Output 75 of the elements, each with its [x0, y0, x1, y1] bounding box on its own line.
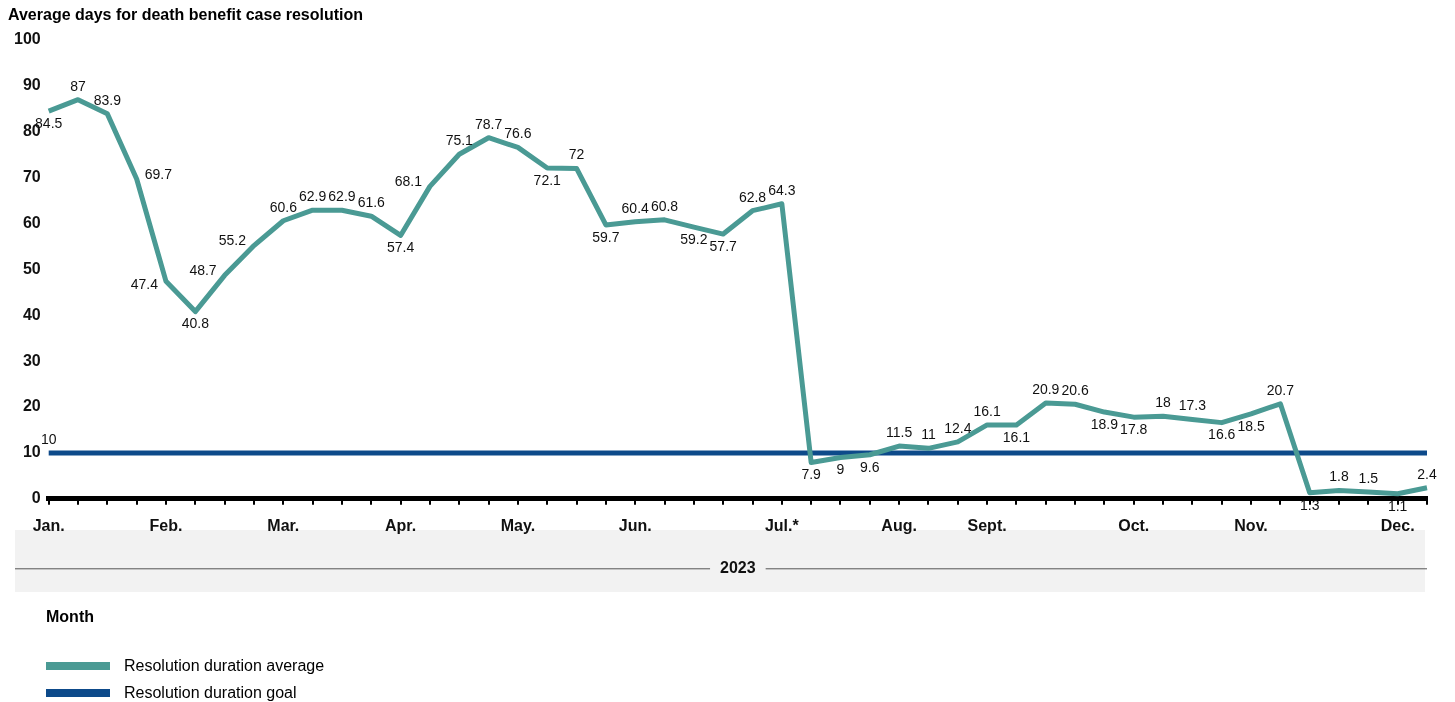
x-tick-label: Jan.	[32, 516, 65, 534]
data-label: 75.1	[445, 132, 474, 149]
data-label: 7.9	[801, 466, 822, 483]
x-tick-label: Jul.*	[764, 516, 800, 534]
data-label: 18	[1155, 394, 1172, 411]
data-label: 1.3	[1299, 496, 1320, 513]
x-tick-label: Sept.	[967, 516, 1007, 534]
data-label: 18.5	[1237, 417, 1265, 434]
data-label: 59.7	[592, 228, 620, 245]
data-label: 87	[70, 77, 87, 94]
x-tick-label: Dec.	[1380, 516, 1415, 534]
data-label: 57.4	[386, 239, 415, 256]
data-label: 60.8	[650, 197, 679, 214]
data-label: 47.4	[130, 276, 159, 293]
y-tick-label: 20	[22, 397, 41, 415]
text: 2023	[720, 559, 756, 577]
data-label: 20.9	[1032, 380, 1060, 397]
data-label: 9.6	[860, 458, 880, 475]
legend-label: Resolution duration goal	[124, 683, 297, 702]
y-tick-label: 100	[13, 30, 41, 48]
data-label: 59.2	[680, 231, 708, 248]
y-tick-label: 10	[22, 443, 41, 461]
data-label: 76.6	[504, 125, 532, 142]
data-label: 55.2	[218, 232, 247, 249]
y-tick-label: 50	[22, 259, 41, 277]
data-label: 60.6	[269, 198, 298, 215]
legend-label: Resolution duration average	[124, 656, 325, 675]
data-label: 20.6	[1061, 382, 1089, 399]
data-label: 40.8	[181, 315, 210, 332]
data-label: 62.8	[738, 188, 767, 205]
x-tick-label: Nov.	[1234, 516, 1268, 534]
data-label: 64.3	[768, 181, 796, 198]
x-tick-label: Mar.	[267, 516, 300, 534]
data-label: 62.9	[299, 188, 327, 205]
x-tick-label: Aug.	[881, 516, 917, 534]
x-tick-label: Feb.	[149, 516, 183, 534]
x-tick-label: Jun.	[618, 516, 652, 534]
x-tick-label: Oct.	[1118, 516, 1150, 534]
data-label: 78.7	[474, 115, 503, 132]
data-label: 72	[568, 146, 585, 163]
data-label: 61.6	[357, 194, 386, 211]
data-label: 2.4	[1417, 465, 1437, 482]
data-label: 17.8	[1120, 420, 1148, 437]
data-label: 48.7	[189, 262, 217, 279]
data-label: 68.1	[394, 173, 423, 190]
data-label: 11.5	[886, 423, 913, 440]
data-label: 16.1	[1002, 428, 1031, 445]
x-tick-label: May.	[500, 516, 536, 534]
data-label: 16.1	[973, 402, 1001, 419]
data-label: 20.7	[1266, 381, 1295, 398]
data-label: 57.7	[709, 237, 738, 254]
y-tick-label: 90	[22, 76, 41, 94]
y-tick-label: 40	[22, 305, 41, 323]
data-label: 10	[40, 430, 57, 447]
data-label: 1.5	[1358, 469, 1379, 486]
data-label: 11	[921, 426, 936, 443]
y-tick-label: 30	[22, 351, 41, 369]
data-label: 60.4	[621, 199, 650, 216]
data-label: 16.6	[1208, 426, 1236, 443]
y-tick-label: 70	[22, 168, 41, 186]
x-axis-title: Month	[46, 608, 94, 626]
data-label: 72.1	[533, 171, 562, 188]
data-label: 62.9	[328, 188, 356, 205]
data-label: 1.1	[1387, 497, 1408, 514]
x-tick-label: Apr.	[385, 516, 417, 534]
y-tick-label: 0	[31, 489, 41, 507]
data-label: 83.9	[93, 91, 122, 108]
data-label: 1.8	[1329, 468, 1349, 485]
chart-title: Average days for death benefit case resolution	[8, 6, 364, 24]
data-label: 18.9	[1090, 415, 1119, 432]
data-label: 17.3	[1178, 397, 1207, 414]
data-label: 69.7	[144, 165, 173, 182]
data-label: 12.4	[944, 419, 972, 436]
y-tick-label: 60	[22, 213, 41, 231]
data-label: 9	[836, 461, 845, 478]
